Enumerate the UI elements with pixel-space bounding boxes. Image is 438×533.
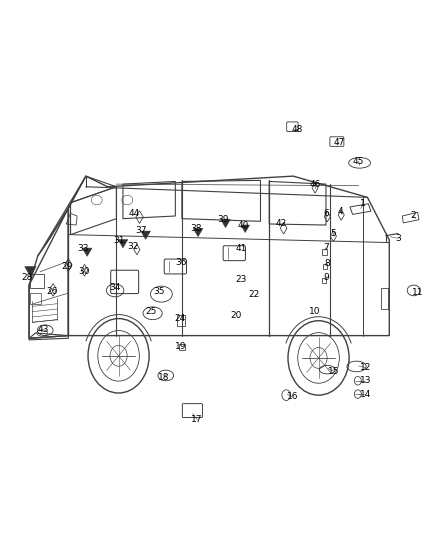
Text: 15: 15 (328, 367, 339, 376)
Text: 48: 48 (292, 125, 303, 134)
Bar (30, 274, 44, 288)
Text: 38: 38 (191, 224, 202, 233)
Text: 12: 12 (360, 363, 371, 372)
Polygon shape (141, 231, 150, 239)
Bar (30, 293, 41, 304)
Text: 34: 34 (110, 283, 121, 292)
Text: 20: 20 (230, 311, 241, 320)
Text: 16: 16 (286, 392, 298, 401)
Bar (322, 278, 326, 283)
Polygon shape (118, 240, 128, 248)
Text: 6: 6 (323, 209, 329, 218)
Text: 39: 39 (218, 215, 229, 224)
Text: 35: 35 (153, 287, 165, 296)
Text: 18: 18 (158, 373, 170, 382)
Text: 45: 45 (353, 157, 364, 166)
Text: 2: 2 (410, 212, 416, 221)
Text: 47: 47 (333, 138, 345, 147)
Text: 13: 13 (360, 376, 371, 385)
Text: 31: 31 (114, 237, 125, 246)
Text: 19: 19 (175, 342, 186, 351)
Text: 44: 44 (128, 209, 139, 218)
Text: 30: 30 (79, 268, 90, 276)
Text: 10: 10 (309, 307, 321, 316)
Text: 32: 32 (127, 242, 138, 251)
Text: 24: 24 (174, 314, 185, 323)
Text: 14: 14 (360, 390, 371, 399)
Text: 1: 1 (360, 199, 366, 208)
Bar (381, 288, 389, 309)
Polygon shape (25, 266, 36, 276)
Polygon shape (193, 229, 203, 237)
Text: 37: 37 (135, 226, 147, 235)
Text: 9: 9 (323, 273, 329, 281)
Text: 4: 4 (338, 207, 343, 216)
Text: 26: 26 (46, 287, 57, 296)
Text: 11: 11 (412, 287, 424, 296)
Text: 43: 43 (38, 325, 49, 334)
Text: 3: 3 (395, 234, 401, 243)
Text: 22: 22 (248, 289, 260, 298)
Polygon shape (241, 225, 250, 232)
Text: 41: 41 (236, 245, 247, 254)
Text: 36: 36 (175, 258, 186, 266)
Bar (179, 344, 184, 351)
Text: 40: 40 (238, 221, 249, 230)
Bar (177, 316, 185, 326)
Text: 46: 46 (309, 180, 321, 189)
Text: 7: 7 (323, 244, 329, 253)
Text: 17: 17 (191, 415, 203, 424)
Text: 8: 8 (325, 259, 330, 268)
Polygon shape (221, 220, 230, 228)
Text: 28: 28 (21, 273, 32, 281)
Text: 29: 29 (62, 262, 73, 271)
Text: 23: 23 (235, 275, 247, 284)
Text: 33: 33 (77, 245, 88, 254)
Polygon shape (82, 248, 92, 256)
Text: 42: 42 (276, 220, 286, 229)
Text: 25: 25 (146, 307, 157, 316)
Bar (323, 264, 327, 269)
Bar (322, 249, 327, 255)
Text: 5: 5 (331, 229, 336, 238)
